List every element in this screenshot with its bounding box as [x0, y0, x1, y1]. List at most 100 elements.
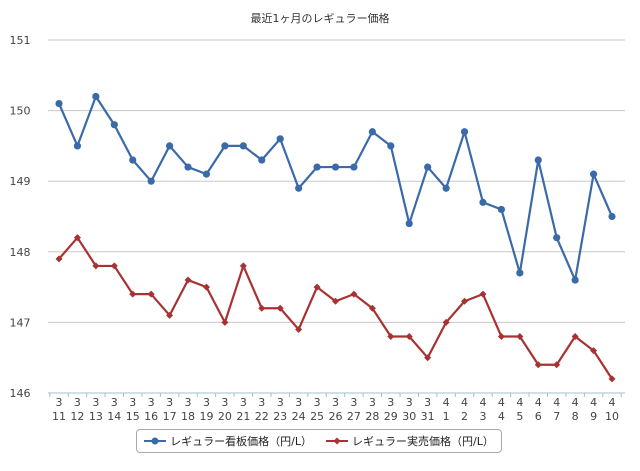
data-point [516, 269, 524, 277]
data-point [92, 92, 100, 101]
x-tick-label-day: 27 [347, 410, 361, 423]
data-point [497, 333, 505, 341]
x-tick-label-month: 3 [406, 396, 413, 409]
x-tick-label-day: 19 [199, 410, 213, 423]
legend-label: レギュラー看板価格（円/L） [170, 435, 312, 448]
data-point [516, 333, 524, 341]
data-point [313, 163, 321, 171]
x-tick-label-month: 4 [498, 396, 505, 409]
data-point [479, 198, 487, 206]
x-tick-label-month: 3 [258, 396, 265, 409]
x-tick-label-month: 3 [277, 396, 284, 409]
data-point [442, 318, 450, 326]
x-tick-label-month: 3 [56, 396, 63, 409]
data-point [368, 128, 376, 136]
data-point [405, 219, 413, 228]
chart-title: 最近1ヶ月のレギュラー価格 [250, 12, 390, 25]
x-tick-label-month: 4 [479, 396, 486, 409]
x-tick-label-day: 31 [421, 410, 435, 423]
x-tick-label-day: 9 [590, 410, 597, 423]
data-point [442, 184, 450, 192]
data-point [571, 333, 579, 341]
data-point [239, 262, 247, 270]
x-tick-label-month: 3 [221, 396, 228, 409]
x-tick-label-day: 7 [553, 410, 560, 423]
x-tick-label-month: 3 [111, 396, 118, 409]
data-point [129, 290, 137, 298]
data-point [405, 333, 413, 341]
y-tick-label: 147 [10, 316, 31, 329]
x-tick-label-day: 3 [479, 410, 486, 423]
x-tick-label-month: 3 [295, 396, 302, 409]
x-tick-label-month: 4 [590, 396, 597, 409]
y-tick-label: 151 [10, 34, 31, 47]
x-tick-label-day: 29 [384, 410, 398, 423]
x-tick-label-month: 3 [92, 396, 99, 409]
x-tick-label-day: 20 [218, 410, 232, 423]
x-tick-label-day: 25 [310, 410, 324, 423]
x-tick-label-month: 3 [332, 396, 339, 409]
data-point [221, 318, 229, 326]
data-point [534, 156, 542, 164]
data-point [166, 142, 174, 150]
data-point [147, 177, 155, 185]
x-tick-label-month: 3 [166, 396, 173, 409]
x-tick-label-month: 3 [240, 396, 247, 409]
data-point [479, 290, 487, 298]
data-point [73, 142, 82, 150]
y-tick-label: 149 [10, 175, 31, 188]
data-point [534, 361, 542, 369]
x-tick-label-month: 4 [535, 396, 542, 409]
data-point [166, 311, 174, 319]
x-tick-label-day: 26 [329, 410, 343, 423]
data-point [73, 234, 81, 242]
x-tick-label-month: 4 [572, 396, 579, 409]
x-tick-label-month: 3 [314, 396, 321, 409]
x-tick-label-month: 3 [129, 396, 136, 409]
data-point [202, 170, 211, 178]
x-tick-label-day: 30 [402, 410, 416, 423]
x-tick-label-month: 3 [387, 396, 394, 409]
data-point [461, 297, 469, 305]
x-tick-label-month: 3 [350, 396, 357, 409]
data-point [147, 290, 155, 298]
data-point [460, 128, 469, 136]
diamond-marker-icon [326, 437, 348, 445]
data-point [129, 156, 137, 164]
y-tick-label: 148 [10, 246, 31, 259]
legend: レギュラー看板価格（円/L） レギュラー実売価格（円/L） [136, 429, 502, 453]
data-point [350, 163, 358, 171]
data-point [55, 255, 63, 263]
x-tick-label-day: 17 [163, 410, 177, 423]
x-tick-label-day: 15 [126, 410, 140, 423]
x-tick-label-day: 28 [365, 410, 379, 423]
data-point [571, 276, 579, 284]
x-tick-label-month: 3 [185, 396, 192, 409]
data-point [553, 361, 561, 369]
data-point [276, 135, 284, 143]
legend-item-signboard: レギュラー看板価格（円/L） [144, 433, 312, 449]
data-point [110, 262, 118, 270]
x-tick-label-day: 11 [52, 410, 66, 423]
x-tick-label-month: 4 [609, 396, 616, 409]
x-tick-label-month: 4 [553, 396, 560, 409]
x-tick-label-day: 21 [236, 410, 250, 423]
series-line-0 [57, 95, 614, 282]
data-point [424, 354, 432, 362]
data-point [92, 262, 100, 270]
x-tick-label-day: 4 [498, 410, 505, 423]
legend-label: レギュラー実売価格（円/L） [352, 435, 494, 448]
data-point [553, 234, 561, 242]
x-tick-label-day: 24 [292, 410, 306, 423]
data-point [332, 297, 339, 305]
x-tick-label-day: 22 [255, 410, 269, 423]
data-point [55, 99, 63, 108]
x-tick-label-day: 16 [144, 410, 158, 423]
x-tick-label-day: 18 [181, 410, 195, 423]
data-point [313, 283, 321, 291]
x-tick-label-month: 3 [424, 396, 431, 409]
data-point [589, 170, 598, 178]
data-point [608, 212, 616, 221]
data-point [497, 205, 505, 214]
